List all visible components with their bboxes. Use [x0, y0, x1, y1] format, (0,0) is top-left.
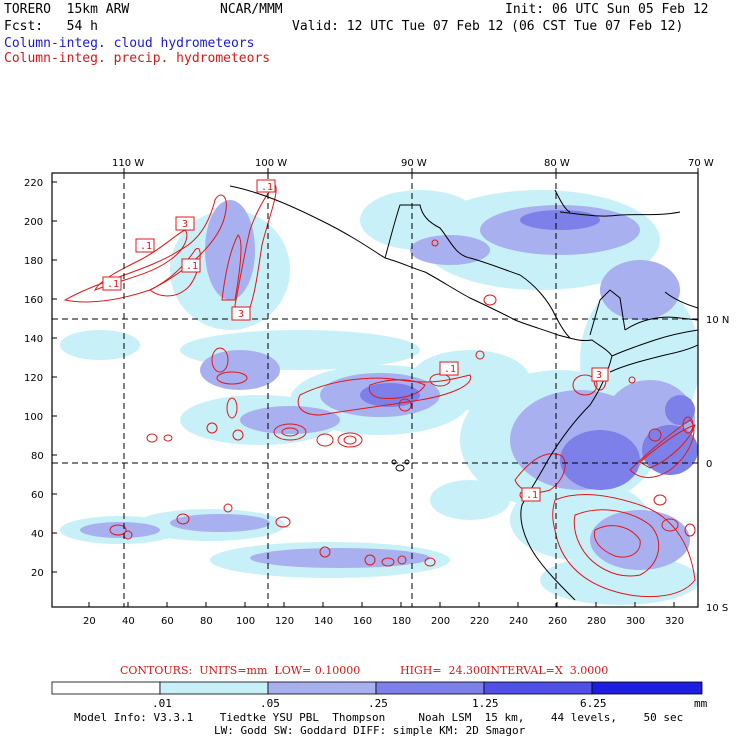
colorbar-bin [267, 681, 377, 695]
svg-text:3: 3 [238, 309, 244, 320]
svg-text:.1: .1 [186, 261, 198, 272]
x-tick-label: 20 [83, 616, 96, 627]
colorbar-label: .05 [260, 697, 280, 710]
contour-interval: INTERVAL=X 3.0000 [486, 664, 609, 677]
contour-label: 3 [175, 216, 195, 231]
axis-labels: 110 W 100 W 90 W 80 W 70 W 10 N 0 10 S 2… [24, 158, 729, 627]
y-tick-label: 220 [24, 178, 43, 189]
field-cloud-label: Column-integ. cloud hydrometeors [4, 36, 255, 51]
colorbar-label: .01 [152, 697, 172, 710]
y-tick-label: 140 [24, 334, 43, 345]
x-tick-label: 320 [665, 616, 684, 627]
graticule [52, 173, 698, 607]
tick-marks [52, 168, 699, 607]
x-tick-label: 280 [587, 616, 606, 627]
x-tick-label: 240 [509, 616, 528, 627]
forecast-hour: Fcst: 54 h [4, 19, 98, 34]
colorbar-bin [591, 681, 703, 695]
svg-text:.1: .1 [444, 364, 456, 375]
contour-label: .1 [521, 487, 541, 502]
right-lat-label: 10 N [706, 315, 729, 326]
svg-text:.1: .1 [140, 241, 152, 252]
x-tick-label: 300 [626, 616, 645, 627]
model-info-line1: Model Info: V3.3.1 Tiedtke YSU PBL Thomp… [74, 711, 684, 724]
y-tick-label: 40 [31, 529, 44, 540]
contour-label: .1 [135, 238, 155, 253]
field-precip-label: Column-integ. precip. hydrometeors [4, 51, 271, 66]
colorbar [51, 681, 703, 695]
x-tick-label: 60 [161, 616, 174, 627]
contour-label: .1 [102, 276, 122, 291]
colorbar-bin [159, 681, 269, 695]
plot-frame [51, 172, 699, 608]
top-lon-label: 70 W [688, 158, 714, 169]
colorbar-units: mm [694, 697, 708, 710]
coastlines [229, 185, 698, 601]
colorbar-bin [51, 681, 161, 695]
contour-high: HIGH= 24.300 [400, 664, 488, 677]
right-lat-label: 10 S [706, 603, 728, 614]
precip-contours [63, 184, 696, 598]
svg-text:.1: .1 [107, 279, 119, 290]
svg-text:3: 3 [596, 370, 602, 381]
colorbar-bin [375, 681, 485, 695]
x-tick-label: 180 [392, 616, 411, 627]
x-tick-label: 260 [548, 616, 567, 627]
colorbar-bin [483, 681, 593, 695]
y-tick-label: 160 [24, 295, 43, 306]
contour-label: .1 [181, 258, 201, 273]
contour-label: 3 [231, 306, 251, 321]
contour-label: .1 [439, 361, 459, 376]
y-tick-label: 200 [24, 217, 43, 228]
center-name: NCAR/MMM [220, 2, 283, 17]
map-plot-area [52, 173, 698, 607]
y-tick-label: 120 [24, 373, 43, 384]
contour-label: .1 [256, 179, 276, 193]
colorbar-label: 1.25 [472, 697, 499, 710]
x-tick-label: 160 [353, 616, 372, 627]
x-tick-label: 140 [314, 616, 333, 627]
x-tick-label: 220 [470, 616, 489, 627]
valid-time: Valid: 12 UTC Tue 07 Feb 12 (06 CST Tue … [292, 19, 684, 34]
top-lon-label: 110 W [112, 158, 144, 169]
svg-text:3: 3 [182, 219, 188, 230]
y-tick-label: 180 [24, 256, 43, 267]
model-title: TORERO 15km ARW [4, 2, 130, 17]
x-tick-label: 200 [431, 616, 450, 627]
x-tick-label: 80 [200, 616, 213, 627]
svg-text:.1: .1 [261, 182, 273, 193]
top-lon-label: 80 W [544, 158, 570, 169]
top-lon-label: 90 W [401, 158, 427, 169]
contour-label: 3 [591, 367, 609, 382]
x-tick-label: 40 [122, 616, 135, 627]
x-tick-label: 120 [275, 616, 294, 627]
contour-units: CONTOURS: UNITS=mm LOW= 0.10000 [120, 664, 361, 677]
top-lon-label: 100 W [255, 158, 287, 169]
contour-label-group: .1 3 .1 .1 .1 3 .1 3 .1 [102, 179, 609, 502]
model-info-line2: LW: Godd SW: Goddard DIFF: simple KM: 2D… [214, 724, 526, 737]
right-lat-label: 0 [706, 459, 712, 470]
y-tick-label: 60 [31, 490, 44, 501]
init-time: Init: 06 UTC Sun 05 Feb 12 [505, 2, 709, 17]
colorbar-label: .25 [368, 697, 388, 710]
colorbar-label: 6.25 [580, 697, 607, 710]
y-tick-label: 20 [31, 568, 44, 579]
x-tick-label: 100 [236, 616, 255, 627]
y-tick-label: 80 [31, 451, 44, 462]
svg-text:.1: .1 [526, 490, 538, 501]
y-tick-label: 100 [24, 412, 43, 423]
